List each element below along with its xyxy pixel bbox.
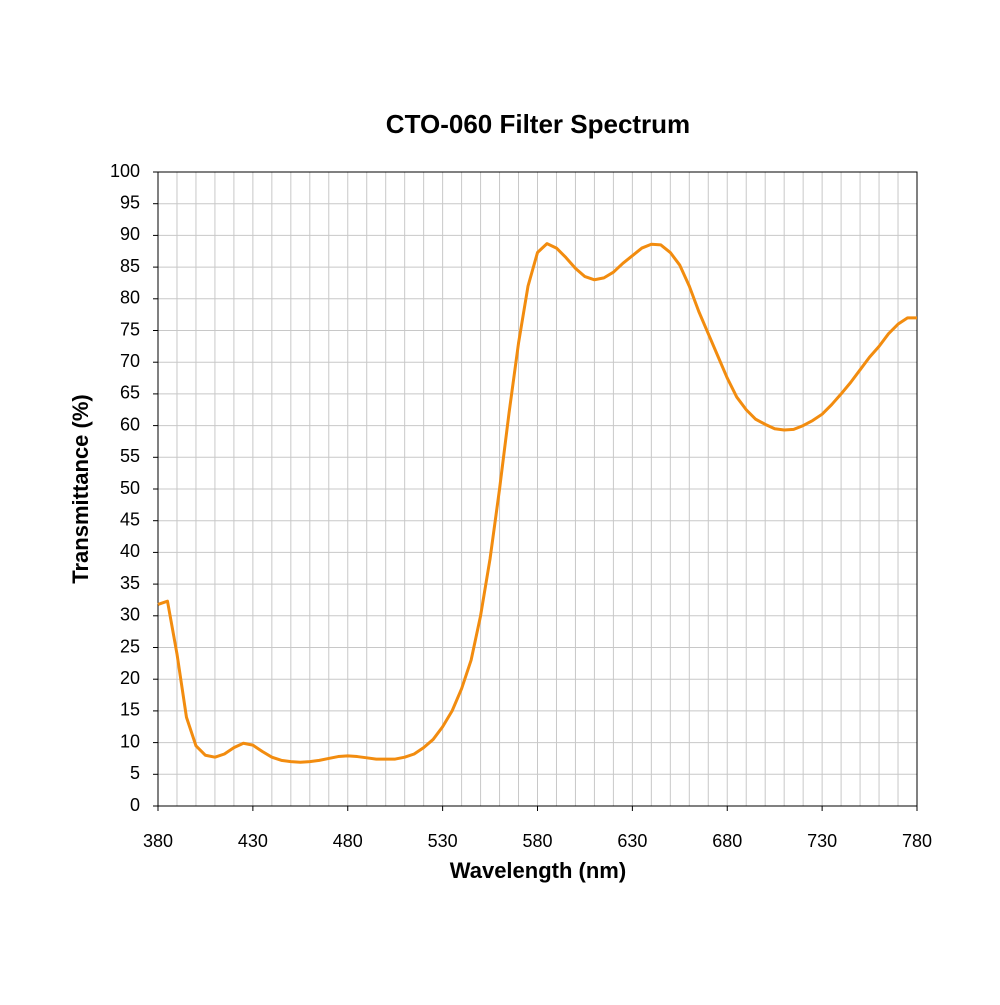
y-tick-label: 30: [120, 605, 140, 625]
y-tick-label: 20: [120, 668, 140, 688]
y-tick-label: 100: [110, 161, 140, 181]
y-tick-label: 95: [120, 192, 140, 212]
x-tick-label: 780: [902, 831, 932, 851]
y-tick-label: 50: [120, 478, 140, 498]
y-tick-label: 0: [130, 795, 140, 815]
y-tick-label: 15: [120, 700, 140, 720]
y-tick-label: 60: [120, 414, 140, 434]
grid: [153, 171, 918, 811]
x-tick-label: 630: [617, 831, 647, 851]
y-tick-label: 55: [120, 446, 140, 466]
y-tick-label: 90: [120, 224, 140, 244]
y-tick-label: 40: [120, 541, 140, 561]
y-tick-label: 65: [120, 383, 140, 403]
plot: [157, 242, 917, 764]
x-tick-label: 680: [712, 831, 742, 851]
y-tick-label: 45: [120, 509, 140, 529]
x-tick-label: 580: [522, 831, 552, 851]
y-tick-label: 10: [120, 731, 140, 751]
x-tick-label: 480: [333, 831, 363, 851]
line-series: [157, 242, 917, 764]
chart-title: CTO-060 Filter Spectrum: [386, 109, 690, 139]
x-tick-label: 430: [238, 831, 268, 851]
y-tick-label: 85: [120, 256, 140, 276]
y-tick-label: 75: [120, 319, 140, 339]
y-tick-label: 35: [120, 573, 140, 593]
y-tick-label: 80: [120, 288, 140, 308]
y-tick-label: 5: [130, 763, 140, 783]
x-tick-label: 730: [807, 831, 837, 851]
y-axis-label: Transmittance (%): [68, 394, 93, 584]
x-tick-label: 530: [428, 831, 458, 851]
y-tick-label: 70: [120, 351, 140, 371]
plot-frame: [157, 171, 918, 807]
x-axis-label: Wavelength (nm): [450, 858, 626, 883]
y-tick-label: 25: [120, 636, 140, 656]
x-tick-label: 380: [143, 831, 173, 851]
